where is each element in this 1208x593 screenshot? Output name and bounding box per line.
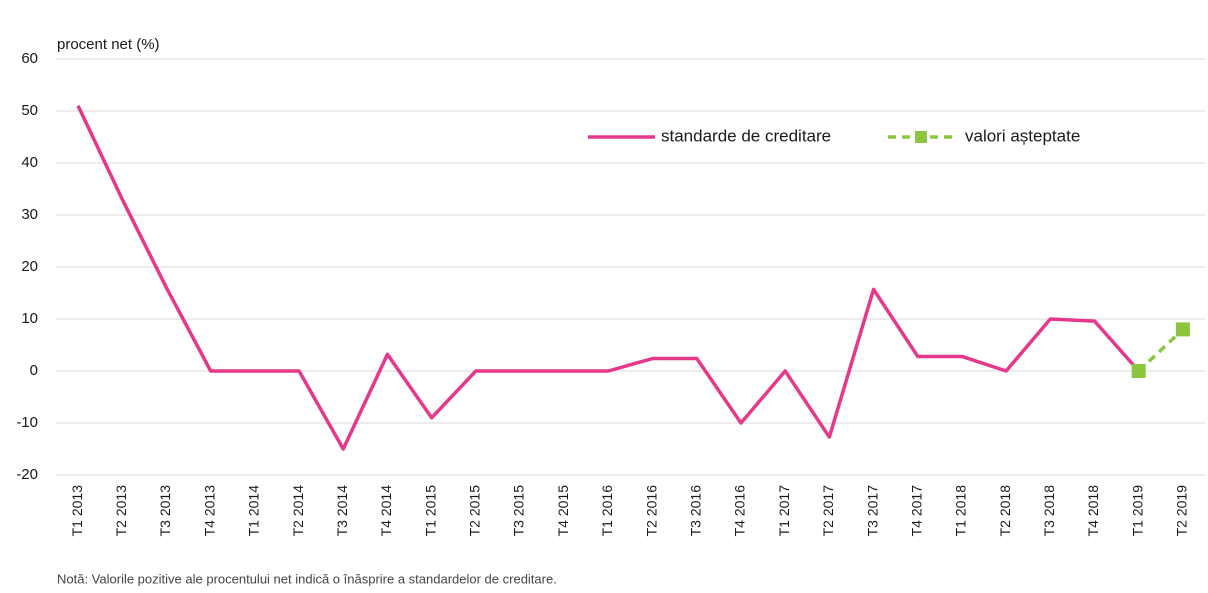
- y-tick-label: 0: [30, 362, 38, 379]
- x-tick-label: T3 2017: [864, 485, 880, 537]
- x-tick-label: T3 2016: [687, 485, 703, 537]
- x-tick-label: T4 2015: [555, 485, 571, 537]
- y-tick-label: -10: [16, 414, 38, 431]
- y-axis-label: procent net (%): [57, 36, 160, 53]
- x-tick-label: T2 2016: [643, 485, 659, 537]
- x-tick-label: T4 2018: [1085, 485, 1101, 537]
- x-tick-label: T3 2018: [1041, 485, 1057, 537]
- y-tick-label: 10: [21, 310, 38, 327]
- y-tick-label: 40: [21, 154, 38, 171]
- y-tick-label: 20: [21, 258, 38, 275]
- x-tick-label: T2 2014: [290, 485, 306, 537]
- y-tick-label: 60: [21, 50, 38, 67]
- x-tick-label: T4 2017: [908, 485, 924, 537]
- x-tick-label: T1 2019: [1129, 485, 1145, 537]
- x-tick-label: T3 2014: [334, 485, 350, 537]
- x-tick-label: T4 2016: [732, 485, 748, 537]
- series-line: [1137, 328, 1185, 373]
- x-tick-label: T1 2016: [599, 485, 615, 537]
- x-tick-label: T1 2015: [422, 485, 438, 537]
- x-tick-label: T4 2013: [201, 485, 217, 537]
- legend-label: standarde de creditare: [661, 126, 831, 145]
- x-tick-label: T1 2018: [953, 485, 969, 537]
- note: Notă: Valorile pozitive ale procentului …: [57, 571, 557, 586]
- x-tick-label: T3 2015: [511, 485, 527, 537]
- x-tick-label: T4 2014: [378, 485, 394, 537]
- y-tick-label: 30: [21, 206, 38, 223]
- series-line: [76, 105, 1141, 451]
- series-marker: [1131, 364, 1146, 378]
- x-tick-label: T2 2013: [113, 485, 129, 537]
- x-tick-label: T3 2013: [157, 485, 173, 537]
- series-marker: [1175, 322, 1190, 337]
- legend-marker: [915, 131, 927, 143]
- x-tick-label: T1 2017: [776, 485, 792, 537]
- x-tick-label: T2 2015: [467, 485, 483, 537]
- x-tick-label: T2 2018: [997, 485, 1013, 537]
- x-tick-label: T2 2017: [820, 485, 836, 537]
- x-tick-label: T2 2019: [1174, 485, 1190, 537]
- y-tick-label: -20: [16, 466, 38, 483]
- x-tick-label: T1 2013: [69, 485, 85, 537]
- y-tick-label: 50: [21, 102, 38, 119]
- x-tick-label: T1 2014: [246, 485, 262, 537]
- legend-label: valori așteptate: [965, 126, 1080, 145]
